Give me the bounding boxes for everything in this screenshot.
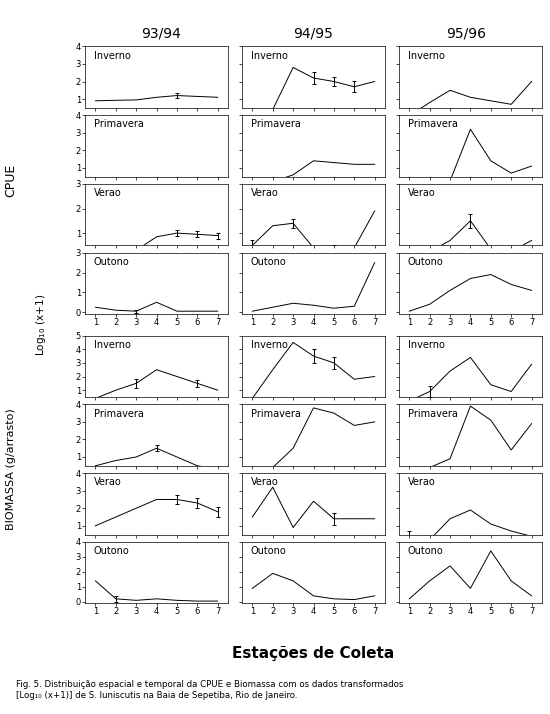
Text: Verao: Verao: [251, 188, 278, 198]
Text: Log$_{10}$ (x+1): Log$_{10}$ (x+1): [34, 293, 48, 356]
Text: Primavera: Primavera: [408, 119, 458, 129]
Text: Outono: Outono: [94, 257, 130, 267]
Text: Estações de Coleta: Estações de Coleta: [232, 645, 395, 661]
Text: Inverno: Inverno: [251, 340, 288, 350]
Text: Inverno: Inverno: [94, 51, 131, 61]
Text: Primavera: Primavera: [94, 119, 144, 129]
Text: BIOMASSA (g/arrasto): BIOMASSA (g/arrasto): [6, 408, 16, 531]
Text: Outono: Outono: [94, 546, 130, 556]
Text: 93/94: 93/94: [141, 26, 182, 41]
Text: Verao: Verao: [408, 478, 436, 488]
Text: Outono: Outono: [408, 546, 443, 556]
Text: Verao: Verao: [251, 478, 278, 488]
Text: Primavera: Primavera: [251, 408, 301, 418]
Text: 94/95: 94/95: [294, 26, 333, 41]
Text: CPUE: CPUE: [4, 164, 18, 197]
Text: 95/96: 95/96: [446, 26, 486, 41]
Text: Verao: Verao: [94, 188, 122, 198]
Text: Fig. 5. Distribuição espacial e temporal da CPUE e Biomassa com os dados transfo: Fig. 5. Distribuição espacial e temporal…: [16, 680, 404, 700]
Text: Inverno: Inverno: [408, 340, 444, 350]
Text: Outono: Outono: [251, 546, 287, 556]
Text: Verao: Verao: [94, 478, 122, 488]
Text: Outono: Outono: [251, 257, 287, 267]
Text: Primavera: Primavera: [94, 408, 144, 418]
Text: Verao: Verao: [408, 188, 436, 198]
Text: Outono: Outono: [408, 257, 443, 267]
Text: Inverno: Inverno: [251, 51, 288, 61]
Text: Primavera: Primavera: [251, 119, 301, 129]
Text: Primavera: Primavera: [408, 408, 458, 418]
Text: Inverno: Inverno: [94, 340, 131, 350]
Text: Inverno: Inverno: [408, 51, 444, 61]
